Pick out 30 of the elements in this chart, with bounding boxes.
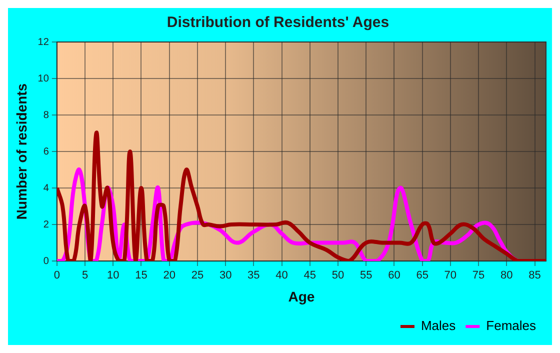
x-tick-label: 80 — [500, 270, 513, 282]
x-axis-title: Age — [288, 288, 315, 304]
y-tick-label: 4 — [43, 182, 50, 194]
x-tick-label: 40 — [276, 270, 288, 282]
x-tick-label: 20 — [163, 270, 176, 282]
x-tick-label: 10 — [107, 270, 120, 282]
legend-label: Females — [486, 318, 536, 334]
x-tick-label: 25 — [191, 270, 204, 282]
y-axis-title: Number of residents — [13, 83, 30, 220]
x-tick-label: 0 — [54, 270, 60, 282]
y-tick-label: 2 — [43, 219, 50, 230]
x-tick-label: 35 — [248, 270, 260, 282]
x-tick-label: 55 — [360, 270, 372, 282]
legend-label: Males — [420, 318, 456, 334]
y-tick-label: 0 — [43, 256, 50, 267]
x-tick-label: 65 — [416, 270, 428, 282]
y-tick-label: 12 — [38, 36, 50, 48]
x-tick-label: 85 — [528, 270, 541, 282]
x-tick-label: 75 — [472, 270, 485, 282]
x-tick-label: 15 — [135, 270, 148, 282]
x-tick-label: 50 — [332, 270, 344, 282]
x-tick-label: 5 — [82, 270, 88, 282]
y-tick-label: 8 — [43, 110, 50, 121]
x-tick-label: 60 — [388, 270, 400, 282]
y-tick-label: 10 — [38, 73, 50, 84]
x-tick-label: 45 — [304, 270, 316, 282]
x-tick-label: 70 — [444, 270, 457, 282]
x-tick-label: 30 — [219, 270, 232, 282]
chart-title: Distribution of Residents' Ages — [166, 14, 390, 32]
y-tick-label: 6 — [43, 146, 50, 158]
